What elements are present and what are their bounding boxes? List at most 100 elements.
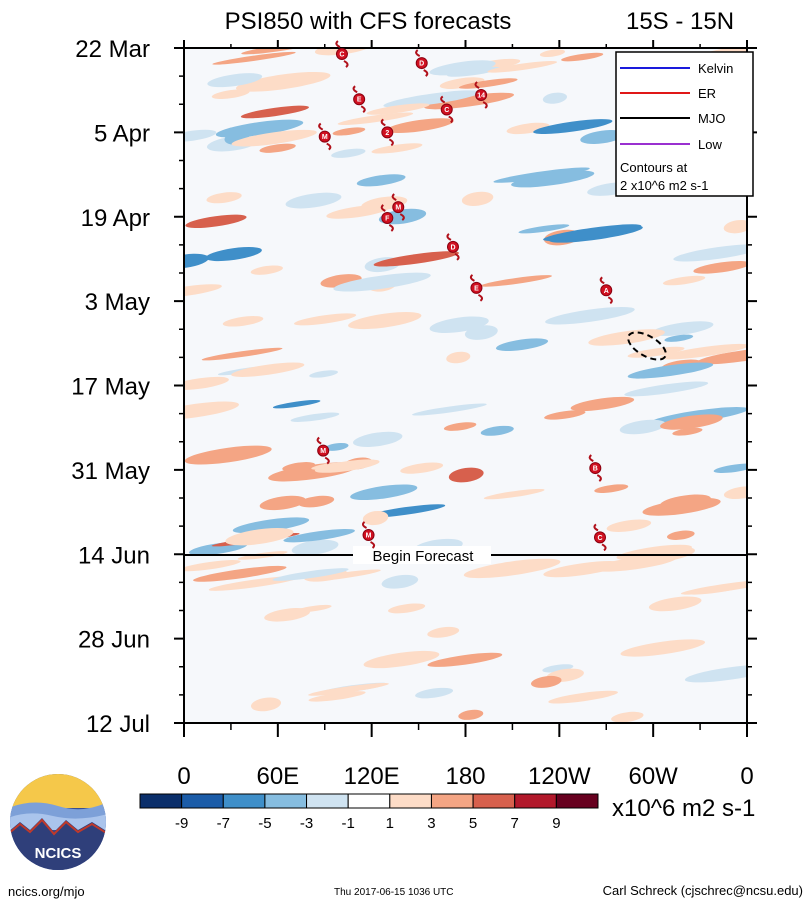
colorbar-label: -9 bbox=[175, 815, 188, 832]
x-tick-label: 120W bbox=[528, 763, 591, 790]
colorbar-swatch bbox=[347, 793, 391, 809]
anomaly-patch bbox=[250, 265, 283, 275]
anomaly-patch bbox=[388, 603, 426, 614]
colorbar: -9 -7 -5 -3 -1 1 3 5 7 9 bbox=[139, 793, 599, 832]
legend-label-kelvin: Kelvin bbox=[698, 61, 733, 76]
anomaly-patch bbox=[412, 403, 487, 416]
storm-label: A bbox=[604, 288, 609, 295]
storm-label: 2 bbox=[385, 130, 389, 137]
y-tick-label: 19 Apr bbox=[81, 205, 150, 232]
storm-marker: 2 bbox=[380, 118, 394, 147]
anomaly-patch bbox=[285, 192, 342, 209]
y-tick-label: 31 May bbox=[71, 458, 150, 485]
colorbar-label: 3 bbox=[427, 815, 435, 832]
storm-label: E bbox=[474, 285, 479, 292]
anomaly-patch bbox=[373, 251, 459, 267]
storm-marker: M bbox=[316, 436, 330, 465]
anomaly-patch bbox=[530, 675, 562, 688]
storm-label: C bbox=[339, 52, 344, 59]
anomaly-patch bbox=[184, 129, 217, 142]
anomaly-patch bbox=[518, 224, 570, 234]
y-tick-label: 14 Jun bbox=[78, 542, 150, 569]
storm-label: M bbox=[395, 205, 401, 212]
anomaly-patch bbox=[205, 247, 262, 262]
anomaly-patch bbox=[427, 652, 503, 667]
storm-marker: C bbox=[440, 95, 454, 124]
anomaly-patch bbox=[309, 370, 338, 378]
anomaly-patch bbox=[371, 143, 423, 154]
anomaly-patch bbox=[594, 484, 629, 493]
y-tick-label: 17 May bbox=[71, 374, 150, 401]
y-tick-label: 5 Apr bbox=[94, 120, 150, 147]
y-axis: 22 Mar 5 Apr 19 Apr 3 May 17 May 31 May 14 Jun… bbox=[71, 36, 757, 738]
anomaly-patch bbox=[366, 103, 430, 115]
anomaly-patch bbox=[184, 401, 239, 420]
footer-author: Carl Schreck (cjschrec@ncsu.edu) bbox=[602, 883, 803, 898]
anomaly-patch bbox=[461, 191, 494, 207]
anomaly-patch bbox=[684, 664, 747, 683]
colorbar-swatch bbox=[389, 793, 432, 809]
storm-marker: 14 bbox=[474, 81, 488, 109]
x-tick-label: 120E bbox=[344, 763, 400, 790]
anomaly-patch bbox=[511, 170, 595, 188]
storm-markers: CDE14C2MAMFDEAMBMC bbox=[316, 40, 692, 552]
anomaly-patch bbox=[427, 626, 460, 638]
anomaly-patch bbox=[642, 497, 721, 516]
anomaly-patch bbox=[673, 244, 747, 262]
anomaly-patch bbox=[311, 462, 346, 470]
storm-label: F bbox=[385, 215, 390, 222]
x-tick-label: 0 bbox=[740, 763, 753, 790]
storm-marker: D bbox=[446, 233, 460, 261]
anomaly-patch bbox=[443, 422, 477, 431]
storm-label: M bbox=[320, 448, 326, 455]
storm-marker: M bbox=[361, 521, 376, 549]
anomaly-patch bbox=[723, 219, 747, 234]
storm-marker: M bbox=[391, 193, 405, 221]
legend-label-low: Low bbox=[698, 137, 722, 152]
anomaly-patch bbox=[627, 362, 714, 379]
anomaly-patch bbox=[400, 462, 444, 474]
storm-label: D bbox=[419, 61, 424, 68]
colorbar-label: 5 bbox=[469, 815, 477, 832]
anomaly-patch bbox=[184, 559, 241, 572]
anomaly-patch bbox=[458, 709, 484, 720]
anomaly-patch bbox=[480, 425, 514, 436]
anomaly-patch bbox=[201, 347, 283, 361]
storm-label: C bbox=[444, 107, 449, 114]
anomaly-patch bbox=[193, 565, 287, 582]
storm-label: M bbox=[366, 532, 372, 539]
anomaly-patch bbox=[240, 105, 309, 119]
anomaly-patch bbox=[356, 174, 406, 187]
anomaly-patch bbox=[282, 462, 316, 472]
anomaly-patch bbox=[545, 306, 635, 325]
storm-label: 14 bbox=[477, 93, 485, 100]
anomaly-patch bbox=[206, 192, 242, 204]
anomaly-patch bbox=[283, 528, 355, 543]
anomaly-patch bbox=[207, 73, 263, 88]
anomaly-patch bbox=[212, 51, 296, 65]
legend-frame bbox=[615, 51, 754, 197]
anomaly-patch bbox=[184, 376, 229, 391]
anomaly-patch bbox=[231, 129, 317, 147]
x-tick-label: 60E bbox=[256, 763, 299, 790]
anomaly-patch bbox=[222, 316, 264, 327]
anomaly-patch bbox=[326, 204, 390, 219]
logo-text: NCICS bbox=[35, 845, 82, 862]
colorbar-label: -3 bbox=[300, 815, 313, 832]
storm-marker: D bbox=[415, 49, 429, 77]
y-tick-label: 28 Jun bbox=[78, 627, 150, 654]
anomaly-patch bbox=[544, 410, 586, 420]
storm-label: B bbox=[593, 466, 598, 473]
anomaly-patch bbox=[480, 275, 552, 287]
anomaly-patch bbox=[723, 486, 747, 500]
anomaly-patch bbox=[324, 442, 349, 451]
legend-contour-note-1: Contours at bbox=[620, 160, 688, 175]
chart-region: 15S - 15N bbox=[626, 8, 734, 35]
anomaly-patch bbox=[666, 530, 695, 540]
colorbar-label: 1 bbox=[386, 815, 394, 832]
anomaly-patch bbox=[259, 143, 296, 153]
anomaly-patch bbox=[713, 463, 747, 473]
anomaly-patch bbox=[580, 129, 625, 144]
anomaly-patch bbox=[458, 78, 518, 89]
